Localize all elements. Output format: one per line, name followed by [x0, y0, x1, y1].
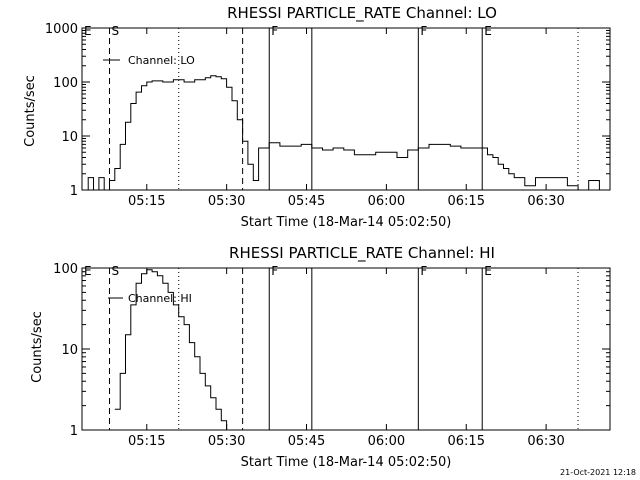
- event-marker-label: F: [420, 264, 427, 278]
- x-tick-label: 06:15: [448, 434, 485, 449]
- series-line: [82, 75, 610, 191]
- legend-label: Channel: LO: [128, 54, 195, 67]
- x-tick-label: 06:00: [368, 194, 405, 209]
- legend: Channel: HI: [108, 292, 192, 305]
- hi-channel-panel: RHESSI PARTICLE_RATE Channel: HI Counts/…: [30, 244, 611, 470]
- x-tick-label: 06:15: [448, 194, 485, 209]
- y-tick-label: 1000: [45, 22, 78, 37]
- x-axis-title: Start Time (18-Mar-14 05:02:50): [241, 455, 452, 470]
- x-tick-label: 05:30: [208, 194, 245, 209]
- y-tick-label: 1: [70, 424, 78, 439]
- x-tick-label: 05:45: [288, 434, 325, 449]
- event-marker-label: E: [484, 24, 492, 38]
- x-tick-label: 06:00: [368, 434, 405, 449]
- x-tick-label: 06:30: [527, 434, 564, 449]
- event-marker-label: S: [112, 24, 120, 38]
- x-tick-label: 05:15: [128, 194, 165, 209]
- y-tick-label: 10: [61, 130, 78, 145]
- event-marker-label: F: [271, 24, 278, 38]
- series-line: [114, 269, 228, 430]
- event-marker-label: S: [112, 264, 120, 278]
- x-tick-label: 05:45: [288, 194, 325, 209]
- x-axis-title: Start Time (18-Mar-14 05:02:50): [241, 215, 452, 230]
- plot-frame: [81, 27, 611, 191]
- generation-date: 21-Oct-2021 12:18: [560, 468, 636, 477]
- y-tick-label: 100: [53, 262, 78, 277]
- chart-title: RHESSI PARTICLE_RATE Channel: LO: [227, 4, 497, 23]
- x-tick-label: 05:30: [208, 434, 245, 449]
- legend: Channel: LO: [103, 54, 195, 67]
- y-axis-title: Counts/sec: [23, 75, 38, 147]
- event-marker-label: E: [84, 24, 92, 38]
- x-tick-label: 06:30: [527, 194, 564, 209]
- event-marker-label: E: [484, 264, 492, 278]
- y-axis-title: Counts/sec: [30, 311, 45, 383]
- y-tick-label: 100: [53, 76, 78, 91]
- x-tick-label: 05:15: [128, 434, 165, 449]
- event-marker-label: F: [420, 24, 427, 38]
- chart-title: RHESSI PARTICLE_RATE Channel: HI: [229, 244, 495, 263]
- y-tick-label: 10: [61, 343, 78, 358]
- event-marker-label: F: [271, 264, 278, 278]
- lo-channel-panel: RHESSI PARTICLE_RATE Channel: LO Counts/…: [23, 4, 611, 230]
- event-marker-label: E: [84, 264, 92, 278]
- y-tick-label: 1: [70, 184, 78, 199]
- legend-label: Channel: HI: [128, 292, 192, 305]
